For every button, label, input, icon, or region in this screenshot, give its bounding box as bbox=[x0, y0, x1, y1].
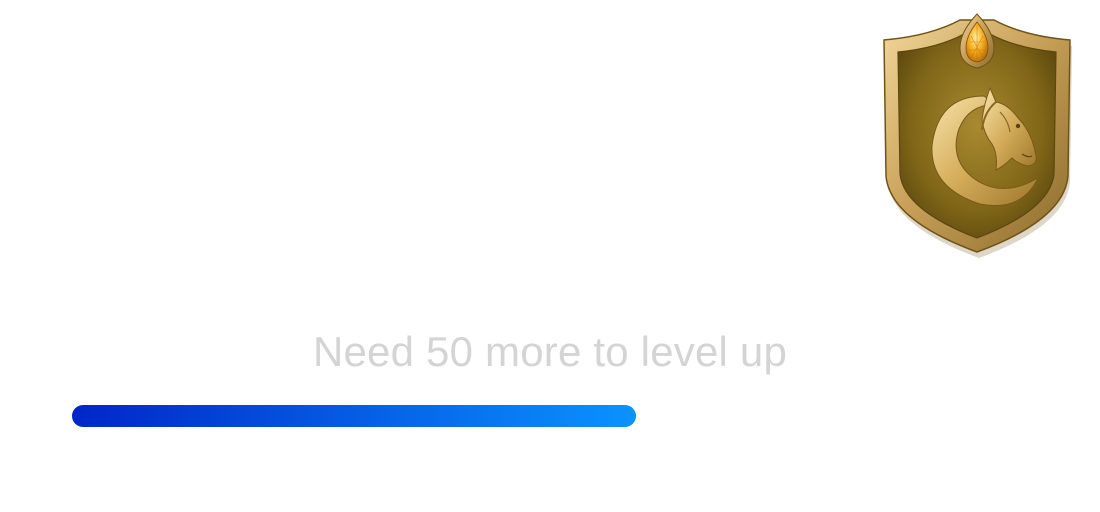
horse-head-shield-icon bbox=[883, 13, 1072, 258]
rank-badge-icon bbox=[872, 8, 1082, 260]
level-progress-fill bbox=[72, 405, 636, 427]
level-progress-bar bbox=[72, 405, 1028, 427]
level-up-message: Need 50 more to level up bbox=[312, 328, 788, 375]
